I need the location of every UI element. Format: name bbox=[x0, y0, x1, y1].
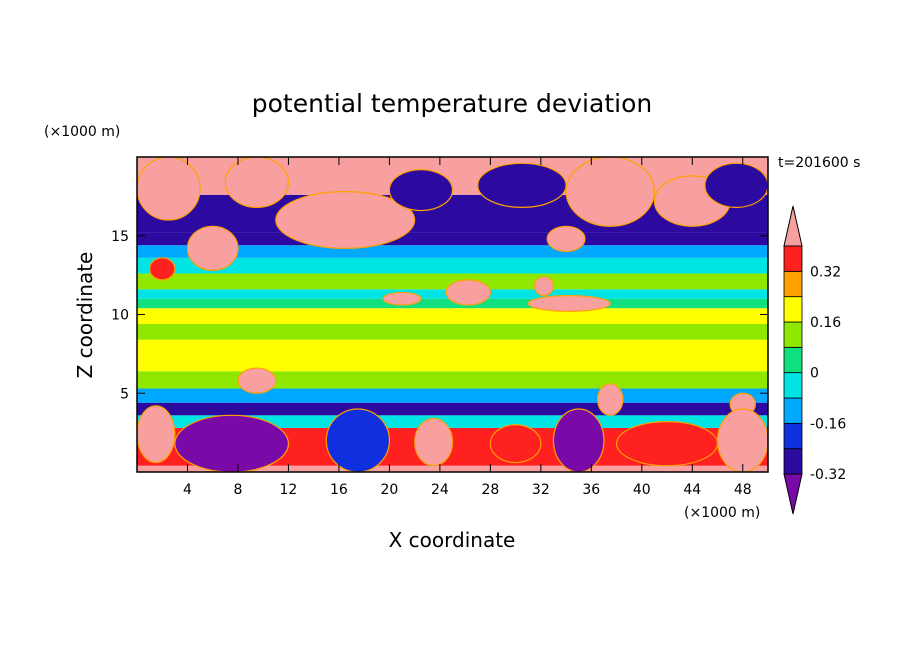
colorbar-segment-3 bbox=[783, 397, 803, 424]
x-tick-label-20: 20 bbox=[380, 482, 398, 498]
contour-feature-8 bbox=[477, 162, 567, 209]
colorbar-segment-7 bbox=[783, 296, 803, 323]
colorbar-segment-8 bbox=[783, 270, 803, 298]
contour-feature-15 bbox=[237, 367, 277, 394]
contour-band-0 bbox=[137, 465, 768, 472]
contour-band-5 bbox=[137, 371, 768, 389]
contour-feature-13 bbox=[382, 291, 422, 306]
x-axis: 4 8 12 16 20 24 28 32 36 40 44 48 bbox=[183, 157, 752, 498]
contour-feature-7 bbox=[388, 168, 454, 212]
contour-feature-18 bbox=[137, 405, 176, 464]
contour-feature-19 bbox=[174, 414, 290, 472]
colorbar-segment-5 bbox=[783, 346, 803, 374]
contour-feature-4 bbox=[565, 157, 656, 227]
chart-title: potential temperature deviation bbox=[252, 89, 652, 118]
colorbar: 0.32 0.16 0 -0.16 -0.32 bbox=[783, 205, 846, 515]
contour-feature-16 bbox=[597, 383, 624, 416]
contour-feature-6 bbox=[704, 162, 768, 208]
contour-band-3 bbox=[137, 402, 768, 416]
contour-feature-1 bbox=[224, 157, 290, 208]
contour-feature-22 bbox=[615, 421, 719, 467]
time-label: t=201600 s bbox=[778, 155, 860, 171]
contour-band-11 bbox=[137, 273, 768, 290]
contour-feature-21 bbox=[552, 408, 605, 472]
x-tick-label-24: 24 bbox=[431, 482, 449, 498]
contour-feature-0 bbox=[137, 157, 201, 221]
contour-band-13 bbox=[137, 245, 768, 258]
contour-band-12 bbox=[137, 257, 768, 274]
colorbar-label-3: -0.16 bbox=[810, 416, 846, 432]
contour-feature-23 bbox=[716, 408, 768, 472]
contour-feature-25 bbox=[489, 424, 542, 464]
colorbar-segment-1 bbox=[783, 448, 803, 475]
x-tick-label-28: 28 bbox=[481, 482, 499, 498]
contour-feature-24 bbox=[414, 417, 454, 467]
contour-band-9 bbox=[137, 298, 768, 309]
y-tick-label-5: 5 bbox=[120, 386, 129, 402]
colorbar-bottom-arrow bbox=[783, 473, 803, 515]
y-axis-label: Z coordinate bbox=[73, 252, 97, 379]
colorbar-label-1: 0.16 bbox=[810, 315, 841, 331]
contour-band-2 bbox=[137, 415, 768, 428]
x-tick-label-8: 8 bbox=[233, 482, 242, 498]
contour-band-8 bbox=[137, 308, 768, 324]
colorbar-segment-9 bbox=[783, 245, 803, 272]
contour-feature-2 bbox=[275, 191, 416, 249]
colorbar-segment-6 bbox=[783, 321, 803, 348]
contour-feature-11 bbox=[533, 276, 555, 297]
x-tick-label-48: 48 bbox=[734, 482, 752, 498]
colorbar-label-4: -0.32 bbox=[810, 467, 846, 483]
x-tick-label-40: 40 bbox=[633, 482, 651, 498]
contour-feature-9 bbox=[546, 225, 586, 253]
y-tick-label-10: 10 bbox=[111, 308, 129, 324]
y-tick-label-15: 15 bbox=[111, 229, 129, 245]
colorbar-label-2: 0 bbox=[810, 366, 819, 382]
y-axis: 5 10 15 bbox=[111, 229, 768, 402]
x-unit-label: (×1000 m) bbox=[684, 505, 760, 521]
contour-band-4 bbox=[137, 388, 768, 403]
x-tick-label-12: 12 bbox=[280, 482, 298, 498]
x-tick-label-44: 44 bbox=[683, 482, 701, 498]
y-unit-label: (×1000 m) bbox=[44, 124, 120, 140]
colorbar-top-arrow bbox=[783, 205, 803, 247]
colorbar-segment-2 bbox=[783, 422, 803, 450]
contour-feature-10 bbox=[445, 279, 491, 306]
contour-band-6 bbox=[137, 339, 768, 372]
colorbar-label-0: 0.32 bbox=[810, 264, 841, 280]
contour-feature-12 bbox=[527, 295, 611, 312]
x-axis-label: X coordinate bbox=[389, 528, 516, 552]
contour-feature-20 bbox=[325, 408, 390, 472]
x-tick-label-16: 16 bbox=[330, 482, 348, 498]
colorbar-segment-4 bbox=[783, 372, 803, 399]
x-tick-label-4: 4 bbox=[183, 482, 192, 498]
contour-feature-14 bbox=[149, 257, 176, 281]
x-tick-label-36: 36 bbox=[582, 482, 600, 498]
contour-feature-3 bbox=[186, 225, 239, 272]
x-tick-label-32: 32 bbox=[532, 482, 550, 498]
plot-area bbox=[137, 157, 768, 472]
contour-band-7 bbox=[137, 323, 768, 340]
